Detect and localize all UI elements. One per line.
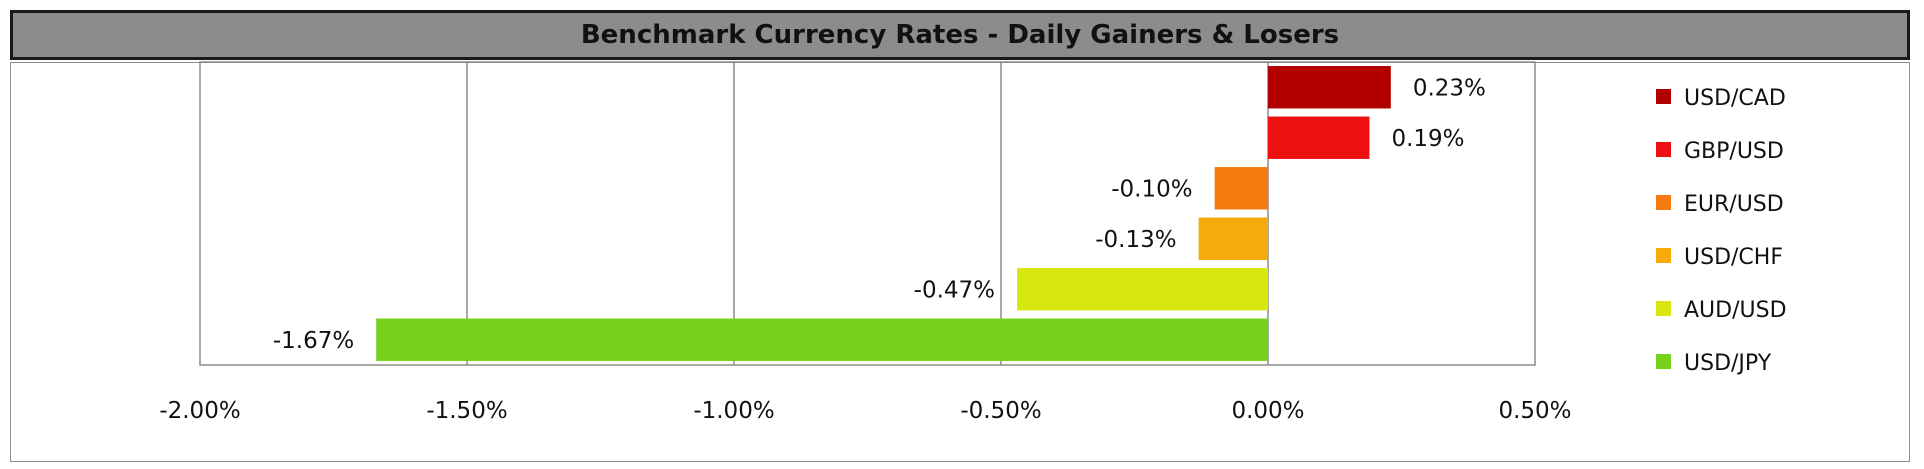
legend-swatch [1656, 89, 1671, 104]
legend-label: GBP/USD [1684, 139, 1784, 164]
legend-label: USD/CHF [1684, 245, 1783, 270]
legend-item: USD/JPY [1656, 351, 1772, 376]
legend-swatch [1656, 195, 1671, 210]
legend-swatch [1656, 248, 1671, 263]
x-tick-label: -0.50% [960, 398, 1041, 424]
legend-label: AUD/USD [1684, 298, 1787, 323]
legend-item: USD/CAD [1656, 86, 1786, 111]
legend-swatch [1656, 354, 1671, 369]
bar-eur-usd [1214, 167, 1268, 210]
legend-item: AUD/USD [1656, 298, 1787, 323]
legend-item: EUR/USD [1656, 192, 1784, 217]
legend-label: USD/JPY [1684, 351, 1772, 376]
bars [376, 66, 1391, 361]
legend-swatch [1656, 301, 1671, 316]
legend-swatch [1656, 142, 1671, 157]
data-label: -0.10% [1111, 176, 1192, 202]
bar-gbp-usd [1268, 116, 1370, 159]
plot-area [199, 61, 1536, 366]
data-label: -0.13% [1095, 227, 1176, 253]
data-label: -1.67% [273, 328, 354, 354]
bar-usd-chf [1198, 217, 1268, 260]
x-tick-label: -1.00% [693, 398, 774, 424]
x-tick-label: 0.50% [1498, 398, 1571, 424]
x-tick-label: 0.00% [1231, 398, 1304, 424]
legend-item: USD/CHF [1656, 245, 1783, 270]
bar-usd-cad [1268, 66, 1391, 109]
data-label: 0.23% [1413, 75, 1486, 101]
grid-lines [199, 61, 1536, 366]
legend: USD/CAD GBP/USD EUR/USD USD/CHF AUD/USD USD/J… [1656, 86, 1787, 376]
x-tick-label: -2.00% [159, 398, 240, 424]
legend-label: USD/CAD [1684, 86, 1786, 111]
chart-title-bar: Benchmark Currency Rates - Daily Gainers… [10, 10, 1910, 60]
data-labels: 0.23% 0.19% -0.10% -0.13% -0.47% -1.67% [273, 75, 1486, 354]
chart-title: Benchmark Currency Rates - Daily Gainers… [580, 20, 1340, 50]
data-label: 0.19% [1391, 126, 1464, 152]
bar-aud-usd [1017, 268, 1268, 311]
bar-usd-jpy [376, 318, 1269, 361]
legend-label: EUR/USD [1684, 192, 1784, 217]
x-axis-ticks: -2.00% -1.50% -1.00% -0.50% 0.00% 0.50% [159, 398, 1571, 424]
x-tick-label: -1.50% [426, 398, 507, 424]
legend-item: GBP/USD [1656, 139, 1784, 164]
data-label: -0.47% [914, 277, 995, 303]
